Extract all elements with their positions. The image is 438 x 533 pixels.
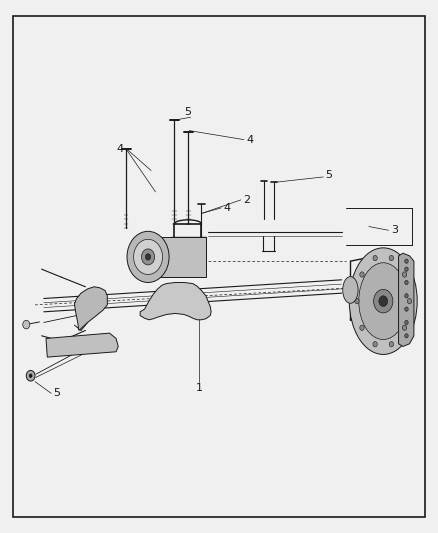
Circle shape xyxy=(373,255,377,261)
Text: 5: 5 xyxy=(325,170,332,180)
Circle shape xyxy=(360,272,364,277)
Polygon shape xyxy=(399,253,414,346)
Circle shape xyxy=(389,255,394,261)
Text: 4: 4 xyxy=(246,135,253,144)
Text: 4: 4 xyxy=(117,144,124,154)
Circle shape xyxy=(379,296,388,306)
Circle shape xyxy=(134,239,162,274)
Circle shape xyxy=(405,259,408,263)
Circle shape xyxy=(374,289,393,313)
Circle shape xyxy=(26,370,35,381)
Circle shape xyxy=(403,272,407,277)
Circle shape xyxy=(389,342,394,347)
Circle shape xyxy=(405,320,408,325)
Circle shape xyxy=(373,342,377,347)
Circle shape xyxy=(23,320,30,329)
Ellipse shape xyxy=(350,248,417,354)
Text: 5: 5 xyxy=(184,107,191,117)
Polygon shape xyxy=(140,282,211,320)
Circle shape xyxy=(141,249,155,265)
Ellipse shape xyxy=(359,263,408,340)
Circle shape xyxy=(355,298,359,304)
Bar xyxy=(160,237,206,277)
Ellipse shape xyxy=(343,277,358,303)
Text: 4: 4 xyxy=(223,203,230,213)
Text: 3: 3 xyxy=(391,225,398,235)
Circle shape xyxy=(405,294,408,298)
Circle shape xyxy=(405,280,408,285)
Circle shape xyxy=(407,298,412,304)
Circle shape xyxy=(360,325,364,330)
Polygon shape xyxy=(46,333,118,357)
Circle shape xyxy=(405,334,408,338)
Text: 5: 5 xyxy=(53,389,60,398)
Circle shape xyxy=(405,267,408,271)
Circle shape xyxy=(127,231,169,282)
Text: 1: 1 xyxy=(196,383,203,393)
Circle shape xyxy=(29,374,32,378)
Circle shape xyxy=(403,325,407,330)
Text: 2: 2 xyxy=(243,195,250,205)
Polygon shape xyxy=(74,287,107,330)
Circle shape xyxy=(145,254,151,260)
Circle shape xyxy=(405,307,408,311)
